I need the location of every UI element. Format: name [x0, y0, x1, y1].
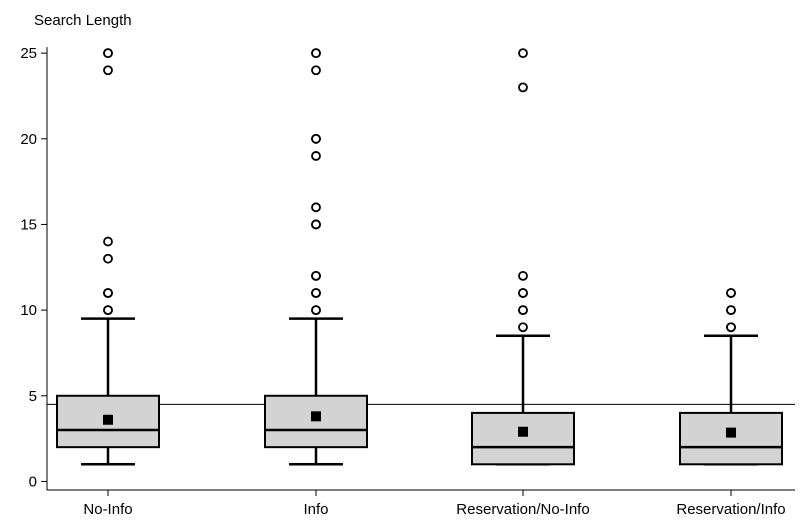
x-tick-label: No-Info — [83, 501, 132, 518]
mean-marker — [518, 426, 528, 437]
box-3 — [471, 411, 575, 466]
x-tick-label: Reservation/Info — [676, 501, 785, 518]
box-1 — [56, 394, 160, 449]
y-tick-label: 5 — [29, 388, 37, 405]
outlier-point — [311, 305, 321, 316]
y-axis-title: Search Length — [34, 12, 132, 29]
outlier-point — [518, 48, 528, 59]
mean-marker — [103, 414, 113, 425]
outlier-point — [518, 322, 528, 333]
x-tick-label: Reservation/No-Info — [456, 501, 589, 518]
y-tick-label: 15 — [20, 216, 37, 233]
outlier-point — [518, 270, 528, 281]
mean-marker — [311, 411, 321, 422]
outlier-point — [311, 202, 321, 213]
outlier-point — [103, 288, 113, 298]
outlier-point — [311, 48, 321, 59]
outlier-point — [726, 288, 736, 298]
outlier-point — [311, 288, 321, 298]
outlier-point — [103, 65, 113, 76]
outlier-point — [518, 82, 528, 93]
outlier-point — [726, 322, 736, 333]
outlier-point — [518, 288, 528, 298]
outlier-point — [103, 305, 113, 316]
box-2 — [264, 394, 368, 449]
y-tick-label: 10 — [20, 302, 37, 319]
outlier-point — [311, 219, 321, 230]
y-tick-label: 0 — [29, 473, 37, 490]
y-tick-label: 25 — [20, 45, 37, 62]
axes: 0 5 10 15 20 25 No-Info Info Reservation/No-Info… — [20, 45, 795, 518]
outlier-point — [103, 253, 113, 264]
x-tick-label: Info — [303, 501, 328, 518]
outlier-point — [726, 305, 736, 316]
box-marks — [47, 48, 795, 466]
outlier-point — [311, 133, 321, 144]
outlier-point — [311, 65, 321, 76]
outlier-point — [103, 236, 113, 247]
outlier-point — [311, 270, 321, 281]
box-4 — [679, 411, 783, 466]
outlier-point — [311, 151, 321, 161]
outlier-point — [103, 48, 113, 59]
outlier-point — [518, 305, 528, 316]
y-tick-label: 20 — [20, 131, 37, 148]
mean-marker — [726, 427, 736, 438]
